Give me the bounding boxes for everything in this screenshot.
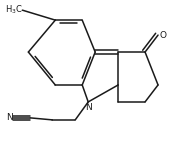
Text: H$_3$C: H$_3$C: [4, 4, 22, 16]
Text: O: O: [159, 31, 166, 40]
Text: N: N: [85, 103, 92, 112]
Text: N: N: [6, 113, 12, 122]
